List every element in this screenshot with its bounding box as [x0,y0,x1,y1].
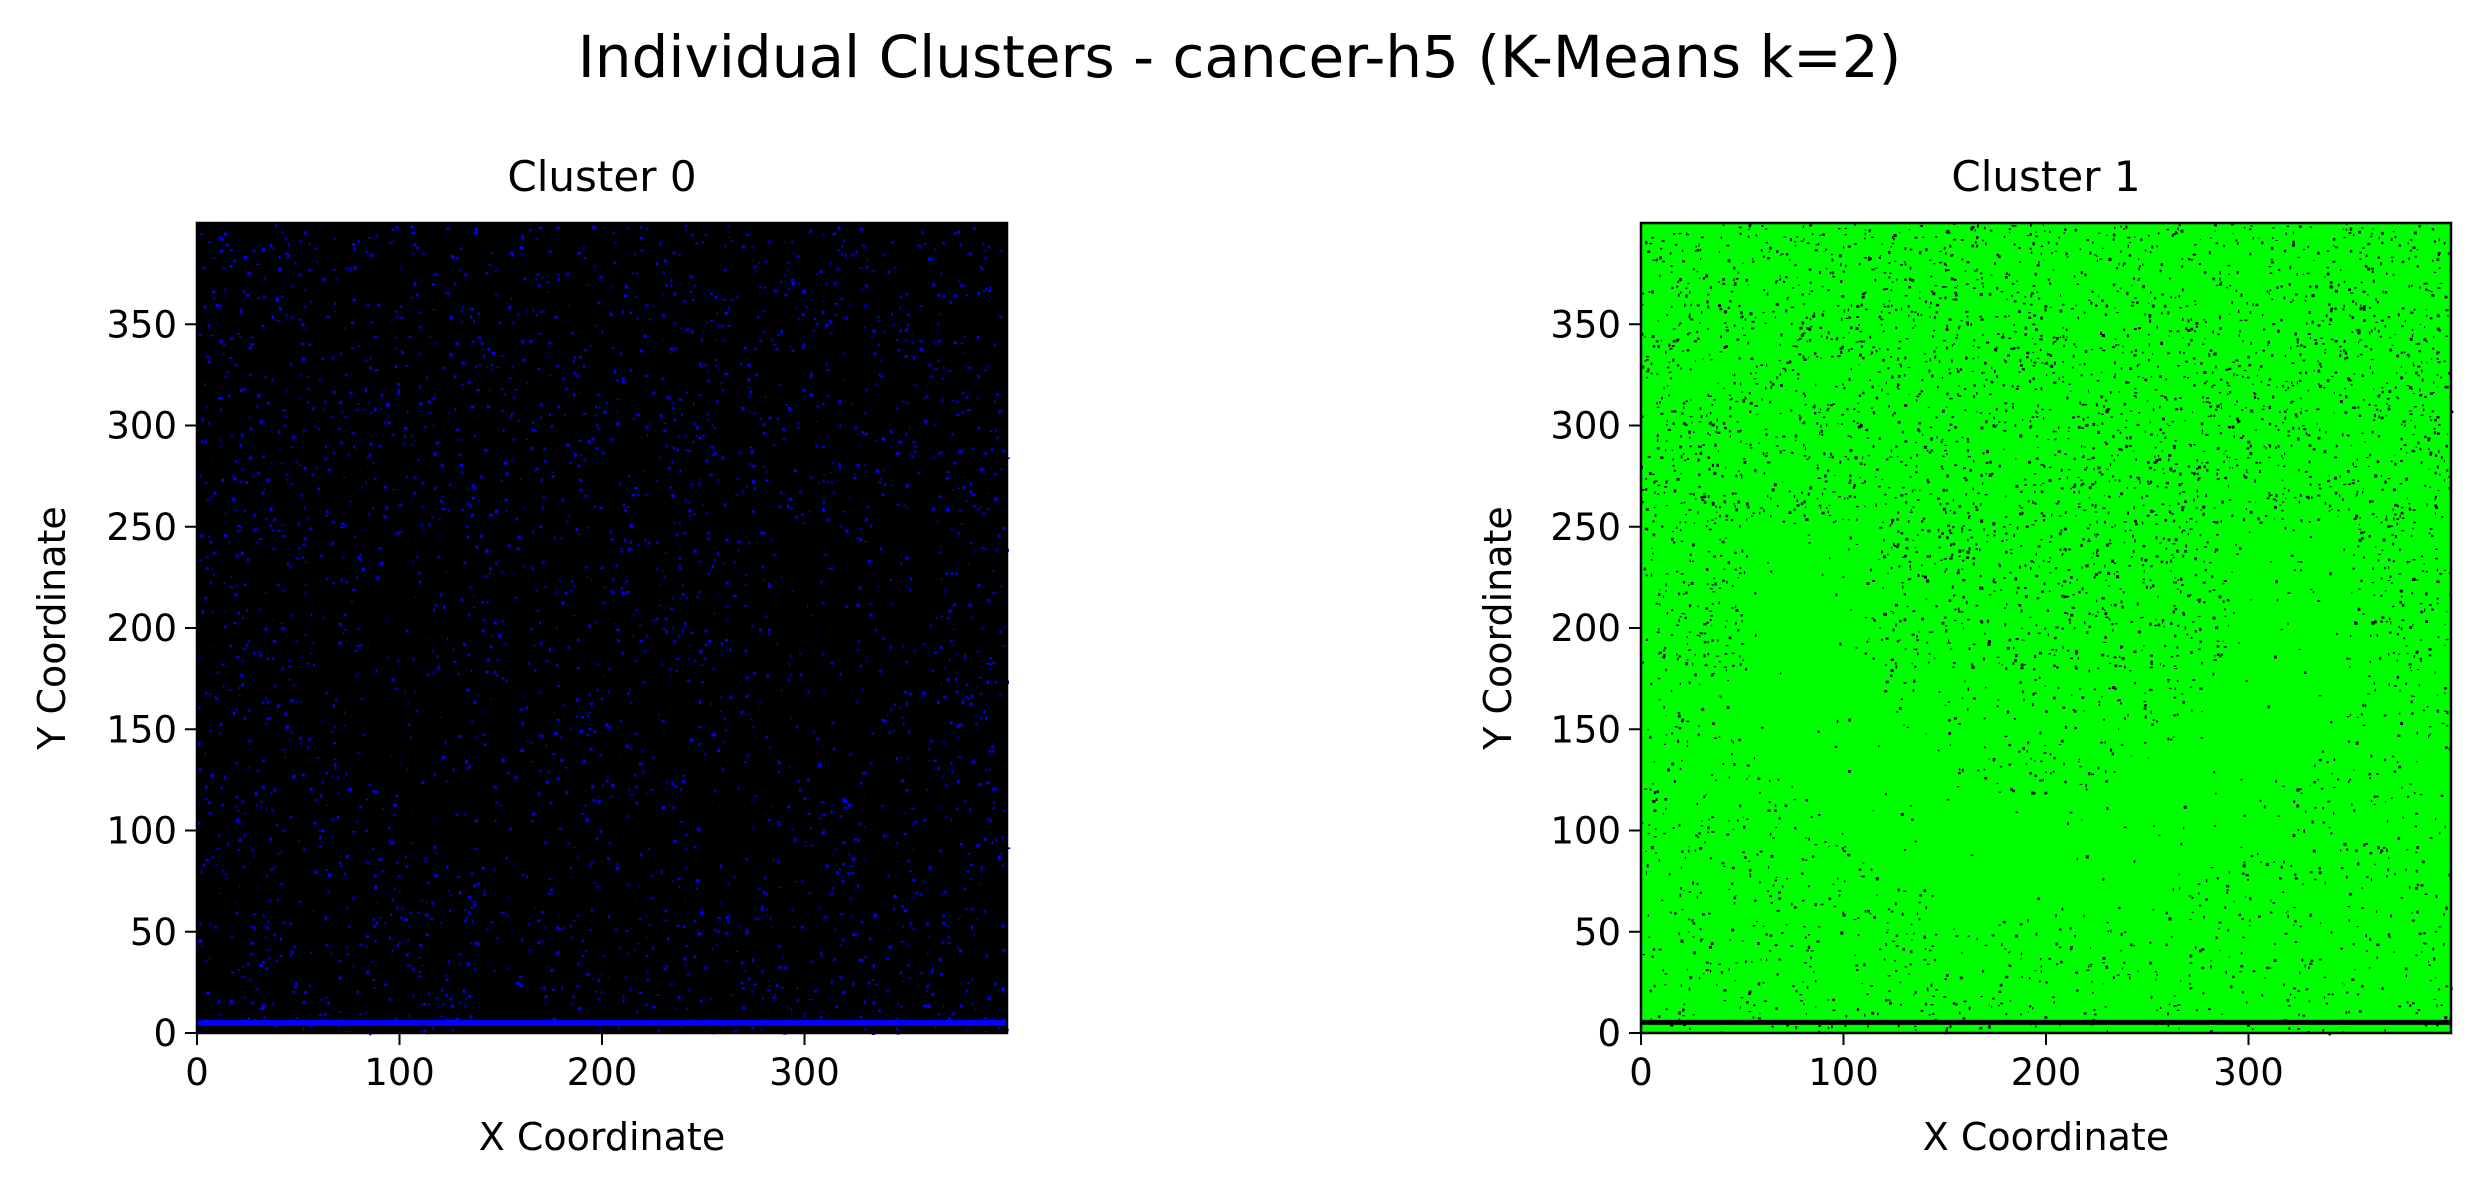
y-tick-label: 350 [1550,303,1621,346]
scatter-plot-cluster-0: 0 100 200 300 0 50 100 150 200 250 300 350 [106,221,1011,1094]
x-tick-label: 100 [1808,1051,1879,1094]
scatter-plot-cluster-1: 0 100 200 300 0 50 100 150 200 250 300 350 [1550,221,2454,1094]
plot-background [197,223,1007,1033]
y-axis-label-cluster-0: Y Coordinate [30,506,74,750]
y-tick-label: 0 [153,1012,177,1055]
y-tick-label: 0 [1597,1012,1621,1055]
y-tick-label: 200 [106,607,177,650]
y-tick-label: 250 [1550,506,1621,549]
x-tick-label: 0 [185,1051,209,1094]
bottom-band [197,1019,1007,1026]
panel-title-cluster-0: Cluster 0 [507,152,697,201]
y-tick-label: 250 [106,506,177,549]
x-tick-label: 0 [1629,1051,1653,1094]
bottom-band [1641,1019,2451,1025]
x-tick-label: 100 [364,1051,435,1094]
figure-title: Individual Clusters - cancer-h5 (K-Means… [577,23,1902,91]
y-tick-label: 50 [130,911,177,954]
y-tick-label: 100 [106,810,177,853]
y-axis-label-cluster-1: Y Coordinate [1476,506,1520,750]
x-axis-label-cluster-1: X Coordinate [1922,1115,2170,1159]
y-tick-label: 150 [1550,708,1621,751]
gap-speckles [1641,223,2454,1036]
x-tick-label: 300 [769,1051,840,1094]
y-tick-label: 350 [106,303,177,346]
x-tick-label: 200 [567,1051,638,1094]
y-tick-label: 150 [106,708,177,751]
y-tick-label: 200 [1550,607,1621,650]
x-axis-label-cluster-0: X Coordinate [478,1115,726,1159]
y-tick-label: 300 [106,405,177,448]
x-tick-label: 300 [2213,1051,2284,1094]
y-tick-label: 100 [1550,810,1621,853]
panel-title-cluster-1: Cluster 1 [1951,152,2141,201]
y-tick-label: 300 [1550,405,1621,448]
y-tick-label: 50 [1574,911,1621,954]
x-tick-label: 200 [2011,1051,2082,1094]
scatter-points [197,224,1011,1036]
